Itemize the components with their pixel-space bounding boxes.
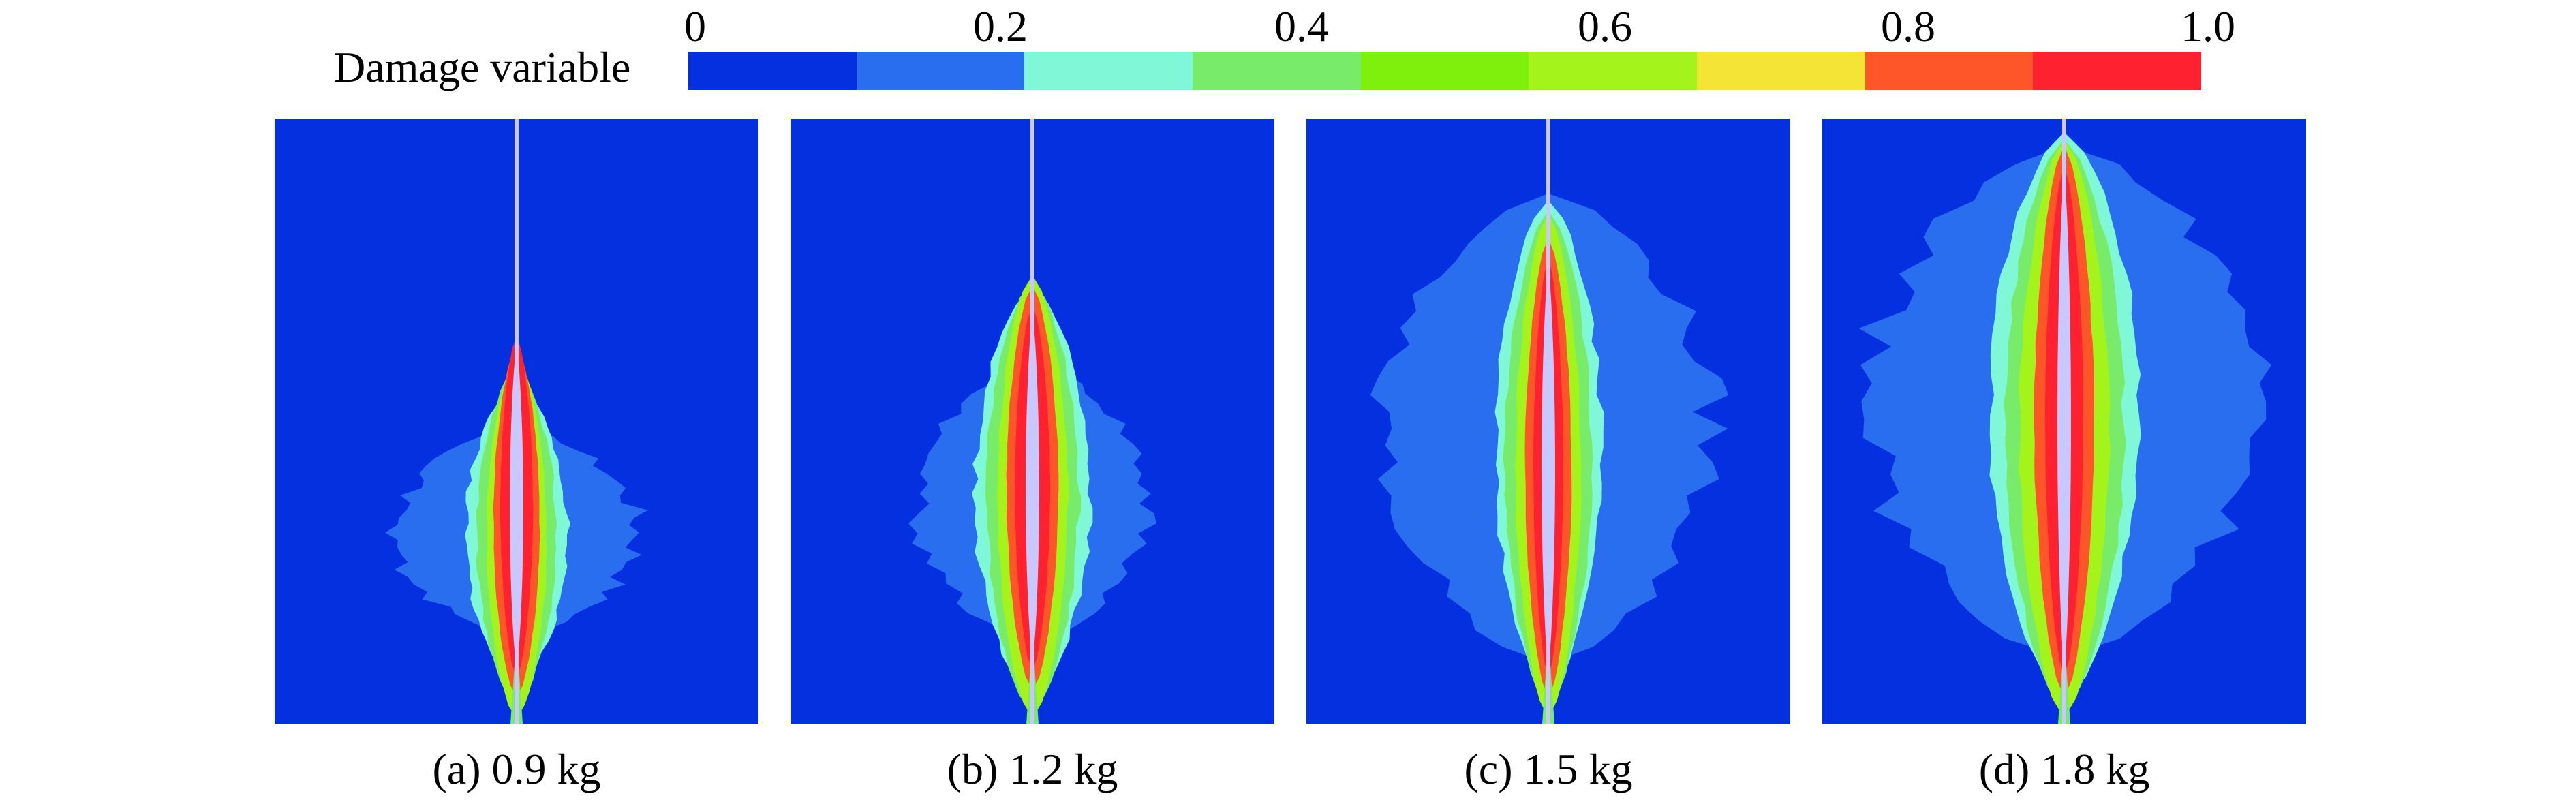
damage-contour-plot	[1306, 119, 1790, 724]
colorbar-segment	[1529, 52, 1698, 90]
colorbar-segment	[688, 52, 857, 90]
colorbar-segment	[1193, 52, 1361, 90]
legend-title: Damage variable	[334, 43, 631, 91]
panel-caption-b: (b) 1.2 kg	[947, 745, 1118, 793]
damage-panel-c	[1306, 119, 1790, 724]
panel-caption-c: (c) 1.5 kg	[1464, 745, 1633, 793]
damage-panel-d	[1822, 119, 2306, 724]
damage-contour-plot	[275, 119, 758, 724]
colorbar-tick: 1.0	[2181, 2, 2235, 50]
colorbar-segment	[1024, 52, 1193, 90]
colorbar-tick: 0.2	[973, 2, 1028, 50]
colorbar-tick: 0	[684, 2, 706, 50]
colorbar	[688, 52, 2202, 90]
damage-panel-a	[275, 119, 758, 724]
colorbar-segment	[1865, 52, 2034, 90]
crack-core	[2057, 180, 2071, 664]
colorbar-tick: 0.6	[1578, 2, 1632, 50]
crack-core	[510, 350, 523, 664]
panel-caption-d: (d) 1.8 kg	[1978, 745, 2150, 793]
colorbar-tick: 0.4	[1274, 2, 1329, 50]
colorbar-segment	[1697, 52, 1865, 90]
colorbar-segment	[1360, 52, 1529, 90]
crack-core	[1026, 320, 1039, 657]
colorbar-segment	[2033, 52, 2202, 90]
damage-contour-plot	[1822, 119, 2306, 724]
damage-contour-plot	[791, 119, 1274, 724]
damage-panel-b	[791, 119, 1274, 724]
colorbar-segment	[856, 52, 1025, 90]
panel-caption-a: (a) 0.9 kg	[432, 745, 601, 793]
crack-core	[1542, 272, 1555, 664]
colorbar-tick: 0.8	[1881, 2, 1935, 50]
